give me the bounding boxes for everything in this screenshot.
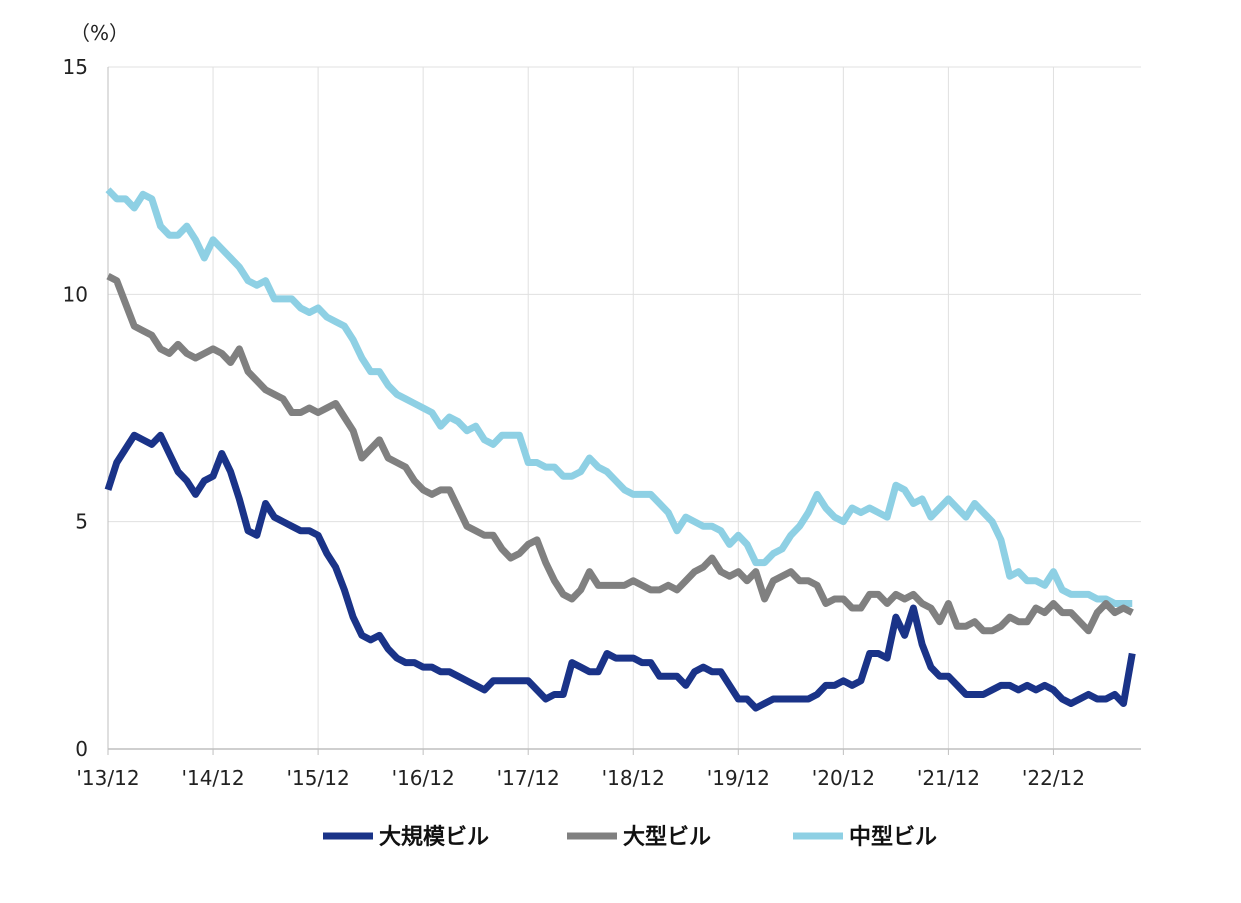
y-unit-label: （%） — [70, 21, 129, 45]
series-line-2 — [106, 273, 1134, 635]
x-tick-label: '17/12 — [497, 766, 560, 790]
x-tick-label: '15/12 — [287, 766, 350, 790]
x-tick-label: '20/12 — [812, 766, 875, 790]
series-line-3 — [105, 187, 1133, 608]
y-tick-label: 15 — [63, 55, 88, 79]
x-tick-label: '19/12 — [707, 766, 770, 790]
grid-layer — [108, 66, 1141, 749]
label-layer: （%） 0 5 10 15 '13/12 '14/12 '15/12 '16/12 '17/12… — [63, 21, 1085, 790]
x-tick-label: '16/12 — [392, 766, 455, 790]
series-line-1 — [104, 431, 1136, 712]
axis-layer — [107, 67, 1141, 755]
legend: 大規模ビル 大型ビル 中型ビル — [323, 825, 937, 850]
x-tick-label: '22/12 — [1022, 766, 1085, 790]
x-tick-label: '18/12 — [602, 766, 665, 790]
x-tick-label: '14/12 — [181, 766, 244, 790]
y-tick-label: 0 — [75, 737, 88, 761]
y-tick-label: 10 — [63, 282, 88, 306]
legend-label: 大型ビル — [623, 825, 711, 850]
y-tick-label: 5 — [75, 510, 88, 534]
legend-label: 中型ビル — [849, 825, 937, 850]
legend-label: 大規模ビル — [379, 825, 489, 850]
x-tick-label: '21/12 — [917, 766, 980, 790]
x-tick-label: '13/12 — [76, 766, 139, 790]
series-layer — [104, 187, 1136, 712]
